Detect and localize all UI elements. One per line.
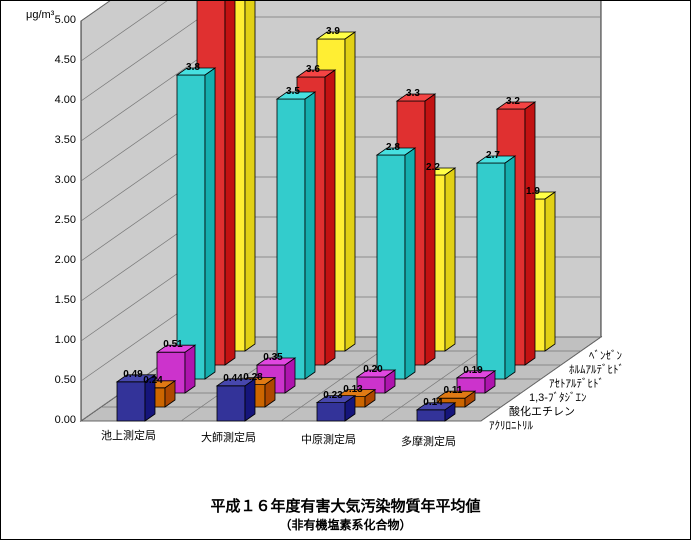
bar-value-label: 0.44: [215, 373, 251, 384]
bar-value-label: 3.8: [175, 62, 211, 73]
chart-subtitle: （非有機塩素系化合物）: [1, 516, 690, 533]
z-series-label: 酸化エチレン: [509, 403, 575, 419]
y-tick-label: 0.00: [36, 414, 76, 426]
z-series-label: ｱｾﾄｱﾙﾃﾞﾋﾄﾞ: [549, 375, 604, 391]
y-tick-label: 4.50: [36, 54, 76, 66]
z-series-label: ﾎﾙﾑｱﾙﾃﾞﾋﾄﾞ: [569, 361, 624, 377]
bar-value-label: 2.2: [415, 162, 451, 173]
y-tick-label: 3.00: [36, 174, 76, 186]
bar-value-label: 0.19: [455, 365, 491, 376]
y-tick-label: 1.00: [36, 334, 76, 346]
z-series-label: 1,3-ﾌﾞﾀｼﾞｴﾝ: [529, 389, 586, 405]
y-tick-label: 3.50: [36, 134, 76, 146]
y-tick-label: 5.00: [36, 14, 76, 26]
x-category-label: 中原測定局: [301, 431, 356, 447]
y-tick-label: 2.00: [36, 254, 76, 266]
x-category-label: 池上測定局: [101, 427, 156, 443]
y-tick-label: 0.50: [36, 374, 76, 386]
chart-title: 平成１６年度有害大気汚染物質年平均値: [1, 495, 690, 516]
bar-value-label: 3.2: [495, 96, 531, 107]
bar-value-label: 2.7: [475, 150, 511, 161]
y-tick-label: 1.50: [36, 294, 76, 306]
bar-value-label: 3.3: [395, 88, 431, 99]
z-series-label: ｱｸﾘﾛﾆﾄﾘﾙ: [489, 417, 533, 433]
y-tick-label: 2.50: [36, 214, 76, 226]
bar-value-label: 1.9: [515, 186, 551, 197]
z-series-label: ﾍﾞﾝｾﾞﾝ: [589, 347, 622, 363]
x-category-label: 大師測定局: [201, 429, 256, 445]
bar-value-label: 3.6: [295, 64, 331, 75]
title-block: 平成１６年度有害大気汚染物質年平均値 （非有機塩素系化合物）: [1, 495, 690, 533]
y-tick-label: 4.00: [36, 94, 76, 106]
bar-value-label: 0.51: [155, 339, 191, 350]
bar-value-label: 0.35: [255, 352, 291, 363]
bar-value-label: 0.49: [115, 369, 151, 380]
bar-value-label: 3.9: [315, 26, 351, 37]
bar-value-label: 0.23: [315, 390, 351, 401]
x-category-label: 多摩測定局: [401, 433, 456, 449]
bar-value-label: 2.8: [375, 142, 411, 153]
chart-container: μg/m³ 平成１６年度有害大気汚染物質年平均値 （非有機塩素系化合物） 0.0…: [0, 0, 691, 540]
bar-value-label: 3.5: [275, 86, 311, 97]
bar-value-label: 0.11: [435, 385, 471, 396]
bar-value-label: 0.14: [415, 397, 451, 408]
bar-value-label: 0.20: [355, 364, 391, 375]
chart-svg: [1, 1, 691, 541]
